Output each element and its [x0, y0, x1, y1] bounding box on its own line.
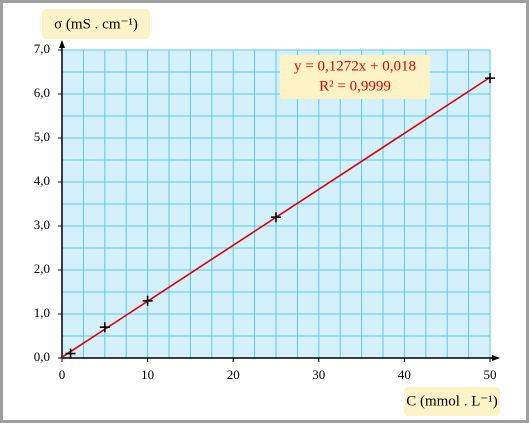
y-label-box	[42, 9, 150, 39]
data-point	[99, 322, 110, 333]
y-tick-label: 4,0	[34, 173, 50, 188]
x-tick-label: 40	[398, 367, 411, 382]
data-point	[65, 348, 76, 359]
x-tick-label: 20	[227, 367, 240, 382]
axes	[58, 40, 500, 362]
y-tick-label: 0,0	[34, 349, 50, 364]
x-axis-label: C (mmol . L⁻¹)	[406, 393, 498, 409]
y-tick-label: 3,0	[34, 217, 50, 232]
x-label-box	[404, 387, 500, 416]
data-point	[142, 295, 153, 306]
y-tick-label: 7,0	[34, 41, 50, 56]
y-tick-label: 1,0	[34, 305, 50, 320]
y-tick-label: 5,0	[34, 129, 50, 144]
fit-equation: y = 0,1272x + 0,018	[294, 58, 416, 74]
x-tick-label: 0	[59, 367, 66, 382]
x-axis-arrow	[492, 355, 500, 361]
grid	[61, 49, 491, 359]
equation-box	[280, 55, 430, 99]
data-point	[271, 212, 281, 223]
y-axis-label: σ (mS . cm⁻¹)	[54, 16, 138, 32]
x-tick-label: 50	[484, 367, 497, 382]
y-axis-arrow	[59, 40, 65, 48]
data-point	[485, 73, 495, 84]
x-tick-label: 10	[141, 367, 154, 382]
y-tick-label: 6,0	[34, 85, 50, 100]
fit-r2: R² = 0,9999	[319, 78, 391, 94]
x-tick-label: 30	[312, 367, 325, 382]
y-tick-label: 2,0	[34, 261, 50, 276]
